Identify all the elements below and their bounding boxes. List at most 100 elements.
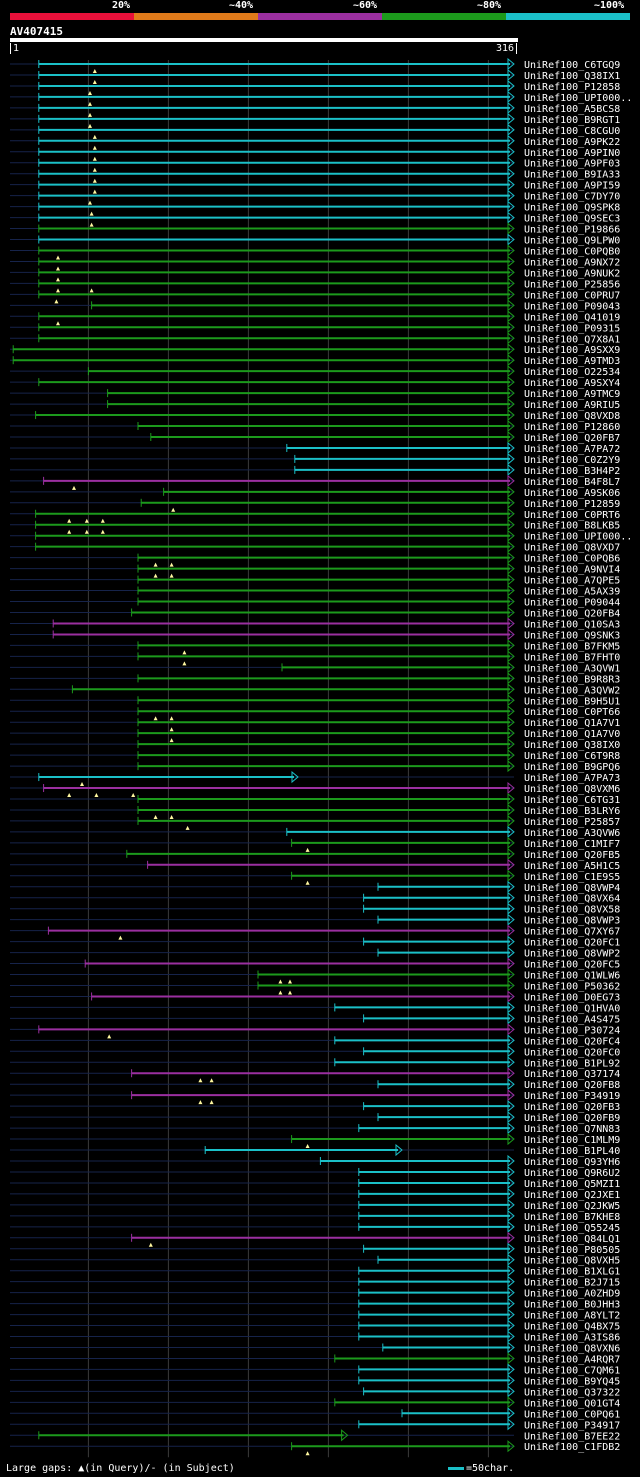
hit-row[interactable]: UniRef100_Q20FC0: [10, 1045, 620, 1058]
hit-row[interactable]: UniRef100_A9NVI4: [10, 562, 620, 578]
hit-label[interactable]: UniRef100_Q10SA3: [524, 619, 620, 630]
hit-row[interactable]: UniRef100_A0ZHD9: [10, 1286, 620, 1300]
hit-label[interactable]: UniRef100_A5H1C5: [524, 861, 620, 872]
hit-row[interactable]: UniRef100_A9NX72: [10, 255, 620, 271]
hit-row[interactable]: UniRef100_Q20FB5: [10, 847, 620, 861]
hit-row[interactable]: UniRef100_Q20FC1: [10, 935, 620, 949]
hit-row[interactable]: UniRef100_Q1WLW6: [10, 968, 620, 984]
hit-row[interactable]: UniRef100_A9TMD3: [10, 354, 620, 367]
hit-row[interactable]: UniRef100_Q1A7V0: [10, 727, 620, 743]
hit-row[interactable]: UniRef100_Q93YH6: [10, 1154, 620, 1168]
hit-label[interactable]: UniRef100_C1FDB2: [524, 1442, 620, 1453]
hit-row[interactable]: UniRef100_Q20FB4: [10, 606, 620, 620]
hit-row[interactable]: UniRef100_O22534: [10, 365, 620, 378]
hit-label[interactable]: UniRef100_Q01GT4: [524, 1398, 620, 1409]
hit-label[interactable]: UniRef100_C1E9S5: [524, 872, 620, 883]
hit-label[interactable]: UniRef100_A3IS86: [524, 1333, 620, 1344]
hit-label[interactable]: UniRef100_B8LKB5: [524, 521, 620, 532]
hit-label[interactable]: UniRef100_A0ZHD9: [524, 1289, 620, 1300]
hit-row[interactable]: UniRef100_B8LKB5: [10, 518, 620, 534]
hit-label[interactable]: UniRef100_O22534: [524, 367, 620, 378]
hit-label[interactable]: UniRef100_A9RIU5: [524, 400, 620, 411]
hit-label[interactable]: UniRef100_Q9SPK8: [524, 203, 620, 214]
hit-label[interactable]: UniRef100_B3LRY6: [524, 806, 620, 817]
hit-row[interactable]: UniRef100_Q20FB3: [10, 1100, 620, 1113]
hit-label[interactable]: UniRef100_C0PRT6: [524, 510, 620, 521]
hit-label[interactable]: UniRef100_Q2JXE1: [524, 1190, 620, 1201]
hit-label[interactable]: UniRef100_Q9SEC3: [524, 214, 620, 225]
hit-row[interactable]: UniRef100_Q7X8A1: [10, 332, 620, 345]
hit-row[interactable]: UniRef100_P50362: [10, 979, 620, 995]
hit-row[interactable]: UniRef100_P34919: [10, 1089, 620, 1105]
hit-label[interactable]: UniRef100_Q20FB5: [524, 850, 620, 861]
hit-row[interactable]: UniRef100_Q38IX1: [10, 68, 620, 84]
hit-row[interactable]: UniRef100_A5AX39: [10, 584, 620, 598]
hit-row[interactable]: UniRef100_Q41019: [10, 310, 620, 326]
hit-row[interactable]: UniRef100_C7QM61: [10, 1363, 620, 1376]
hit-row[interactable]: UniRef100_A9SXY4: [10, 376, 620, 389]
hit-row[interactable]: UniRef100_A7QPE5: [10, 573, 620, 587]
hit-label[interactable]: UniRef100_Q7X8A1: [524, 334, 620, 345]
hit-label[interactable]: UniRef100_P09043: [524, 301, 620, 312]
hit-label[interactable]: UniRef100_B1PL40: [524, 1146, 620, 1157]
hit-row[interactable]: UniRef100_B9IA33: [10, 167, 620, 183]
hit-row[interactable]: UniRef100_Q8VX64: [10, 891, 620, 905]
hit-label[interactable]: UniRef100_Q8VXD7: [524, 543, 620, 554]
hit-row[interactable]: UniRef100_A9SXX9: [10, 343, 620, 356]
hit-row[interactable]: UniRef100_C0PT66: [10, 705, 620, 721]
hit-row[interactable]: UniRef100_P19866: [10, 222, 620, 236]
hit-row[interactable]: UniRef100_Q38IX0: [10, 738, 620, 751]
hit-label[interactable]: UniRef100_C1MLM9: [524, 1135, 620, 1146]
hit-row[interactable]: UniRef100_Q8VWP2: [10, 946, 620, 960]
hit-label[interactable]: UniRef100_UPI000..: [524, 532, 632, 543]
hit-label[interactable]: UniRef100_A9PI59: [524, 181, 620, 192]
hit-label[interactable]: UniRef100_C6T9R8: [524, 751, 620, 762]
hit-row[interactable]: UniRef100_B1PL92: [10, 1056, 620, 1069]
hit-label[interactable]: UniRef100_B7FKM5: [524, 641, 620, 652]
hit-row[interactable]: UniRef100_Q01GT4: [10, 1396, 620, 1409]
hit-label[interactable]: UniRef100_A7QPE5: [524, 576, 620, 587]
hit-label[interactable]: UniRef100_A3QVW2: [524, 685, 620, 696]
hit-label[interactable]: UniRef100_A4S475: [524, 1014, 620, 1025]
hit-row[interactable]: UniRef100_C0PRU7: [10, 288, 620, 304]
hit-label[interactable]: UniRef100_A7PA72: [524, 444, 620, 455]
hit-label[interactable]: UniRef100_Q20FC1: [524, 938, 620, 949]
hit-label[interactable]: UniRef100_A9TMC9: [524, 389, 620, 400]
hit-label[interactable]: UniRef100_B9YQ45: [524, 1376, 620, 1387]
hit-label[interactable]: UniRef100_A3QVW6: [524, 828, 620, 839]
hit-label[interactable]: UniRef100_A3QVW1: [524, 663, 620, 674]
hit-label[interactable]: UniRef100_Q8VX58: [524, 905, 620, 916]
hit-label[interactable]: UniRef100_A9PF03: [524, 159, 620, 170]
hit-row[interactable]: UniRef100_P30724: [10, 1023, 620, 1039]
hit-label[interactable]: UniRef100_Q8VXM6: [524, 784, 620, 795]
hit-label[interactable]: UniRef100_Q37322: [524, 1387, 620, 1398]
hit-label[interactable]: UniRef100_B9GPQ6: [524, 762, 620, 773]
hit-label[interactable]: UniRef100_A8YLT2: [524, 1311, 620, 1322]
hit-label[interactable]: UniRef100_A5BCS8: [524, 104, 620, 115]
hit-row[interactable]: UniRef100_B9RGT1: [10, 112, 620, 128]
hit-label[interactable]: UniRef100_A9PK22: [524, 137, 620, 148]
hit-row[interactable]: UniRef100_A9PIN0: [10, 145, 620, 161]
hit-row[interactable]: UniRef100_B9H5U1: [10, 694, 620, 707]
hit-row[interactable]: UniRef100_Q2JXE1: [10, 1187, 620, 1201]
hit-label[interactable]: UniRef100_Q20FB8: [524, 1080, 620, 1091]
hit-row[interactable]: UniRef100_B7EE22: [10, 1429, 620, 1442]
hit-row[interactable]: UniRef100_P80505: [10, 1242, 620, 1256]
hit-row[interactable]: UniRef100_B4F8L7: [10, 474, 620, 490]
hit-label[interactable]: UniRef100_Q55245: [524, 1223, 620, 1234]
hit-row[interactable]: UniRef100_A5H1C5: [10, 858, 620, 872]
hit-row[interactable]: UniRef100_C6T9R8: [10, 749, 620, 762]
hit-label[interactable]: UniRef100_P30724: [524, 1025, 620, 1036]
hit-label[interactable]: UniRef100_P34917: [524, 1420, 620, 1431]
hit-row[interactable]: UniRef100_A3QVW2: [10, 683, 620, 696]
hit-row[interactable]: UniRef100_Q8VWP4: [10, 880, 620, 894]
hit-label[interactable]: UniRef100_Q1A7V0: [524, 729, 620, 740]
hit-row[interactable]: UniRef100_B1XLG1: [10, 1264, 620, 1278]
hit-label[interactable]: UniRef100_Q38IX0: [524, 740, 620, 751]
hit-label[interactable]: UniRef100_B1XLG1: [524, 1267, 620, 1278]
hit-label[interactable]: UniRef100_A9SK06: [524, 488, 620, 499]
hit-label[interactable]: UniRef100_Q9R6U2: [524, 1168, 620, 1179]
hit-row[interactable]: UniRef100_Q8VXH5: [10, 1253, 620, 1267]
hit-row[interactable]: UniRef100_A9PI59: [10, 178, 620, 194]
hit-label[interactable]: UniRef100_C0PT66: [524, 707, 620, 718]
